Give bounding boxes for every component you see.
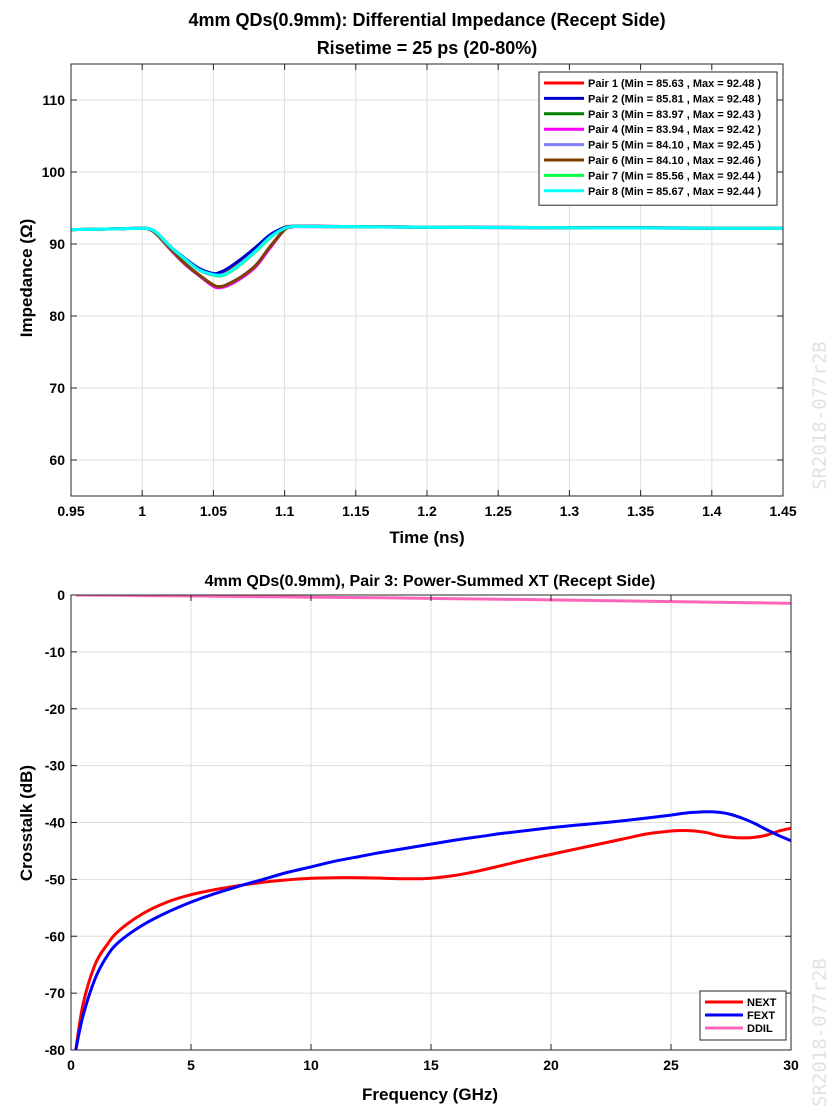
crosstalk-series-line-2 [74,810,791,1050]
crosstalk-x-tick-label: 10 [303,1057,319,1073]
crosstalk-y-tick-label: -10 [45,644,65,660]
impedance-legend-label: Pair 1 (Min = 85.63 , Max = 92.48 ) [588,78,761,90]
crosstalk-x-tick-label: 20 [543,1057,559,1073]
impedance-x-tick-label: 1.35 [627,503,654,519]
crosstalk-y-axis-label: Crosstalk (dB) [17,765,36,881]
crosstalk-legend-label: FEXT [747,1010,775,1022]
crosstalk-y-tick-label: -20 [45,701,65,717]
impedance-x-tick-label: 1.2 [417,503,437,519]
crosstalk-legend-label: DDIL [747,1023,773,1035]
impedance-legend: Pair 1 (Min = 85.63 , Max = 92.48 ) Pair … [538,71,778,206]
crosstalk-y-tick-label: -80 [45,1042,65,1058]
impedance-legend-label: Pair 4 (Min = 83.94 , Max = 92.42 ) [588,124,761,136]
impedance-legend-label: Pair 8 (Min = 85.67 , Max = 92.44 ) [588,186,761,198]
impedance-x-tick-label: 1 [138,503,146,519]
impedance-x-tick-label: 1.4 [702,503,722,519]
watermark-bottom: SR2018-077r2B [809,958,828,1107]
crosstalk-y-tick-label: -30 [45,758,65,774]
crosstalk-y-tick-label: 0 [57,587,65,603]
impedance-legend-label: Pair 3 (Min = 83.97 , Max = 92.43 ) [588,109,761,121]
impedance-y-tick-label: 70 [49,380,65,396]
impedance-x-tick-label: 1.15 [342,503,369,519]
impedance-x-tick-label: 1.05 [200,503,227,519]
impedance-chart-subtitle: Risetime = 25 ps (20-80%) [317,38,538,58]
impedance-x-tick-label: 1.1 [275,503,295,519]
crosstalk-y-tick-label: -60 [45,928,65,944]
impedance-series-line-8 [71,224,783,277]
impedance-y-axis-label: Impedance (Ω) [17,219,36,338]
crosstalk-legend-label: NEXT [747,997,777,1009]
impedance-y-tick-label: 60 [49,452,65,468]
impedance-y-tick-label: 100 [42,164,66,180]
impedance-legend-label: Pair 2 (Min = 85.81 , Max = 92.48 ) [588,93,761,105]
crosstalk-x-tick-label: 5 [187,1057,195,1073]
crosstalk-series-line-3 [75,595,791,605]
crosstalk-chart: 0 5 10 15 20 25 30 0 -10 -20 -30 -40 -50 -60 -70 -80 NEX… [17,573,799,1104]
impedance-x-tick-label: 1.45 [769,503,796,519]
crosstalk-y-tick-label: -50 [45,871,65,887]
impedance-chart: 0.95 1 1.05 1.1 1.15 1.2 1.25 1.3 1.35 1.4 1.45 60 7… [17,10,797,547]
impedance-chart-title: 4mm QDs(0.9mm): Differential Impedance (… [188,10,665,30]
impedance-x-tick-label: 1.25 [485,503,512,519]
crosstalk-x-tick-label: 15 [423,1057,439,1073]
impedance-legend-label: Pair 7 (Min = 85.56 , Max = 92.44 ) [588,170,761,182]
impedance-y-tick-label: 110 [42,92,65,108]
crosstalk-y-tick-label: -40 [45,815,65,831]
impedance-legend-label: Pair 5 (Min = 84.10 , Max = 92.45 ) [588,140,761,152]
impedance-legend-box [538,71,778,206]
impedance-x-tick-label: 1.3 [560,503,580,519]
crosstalk-x-tick-label: 30 [783,1057,799,1073]
watermark-top: SR2018-077r2B [809,341,828,490]
impedance-legend-label: Pair 6 (Min = 84.10 , Max = 92.46 ) [588,155,761,167]
crosstalk-x-tick-label: 25 [663,1057,679,1073]
watermark-layer: SR2018-077r2B SR2018-077r2B [809,341,828,1107]
impedance-y-tick-label: 80 [49,308,65,324]
impedance-x-tick-label: 0.95 [57,503,84,519]
crosstalk-y-tick-label: -70 [45,985,65,1001]
crosstalk-chart-title: 4mm QDs(0.9mm), Pair 3: Power-Summed XT … [205,573,656,590]
crosstalk-x-axis-label: Frequency (GHz) [362,1085,498,1104]
impedance-x-axis-label: Time (ns) [389,528,464,547]
crosstalk-series-line-1 [74,826,791,1050]
impedance-y-tick-label: 90 [49,236,65,252]
crosstalk-x-tick-label: 0 [67,1057,75,1073]
